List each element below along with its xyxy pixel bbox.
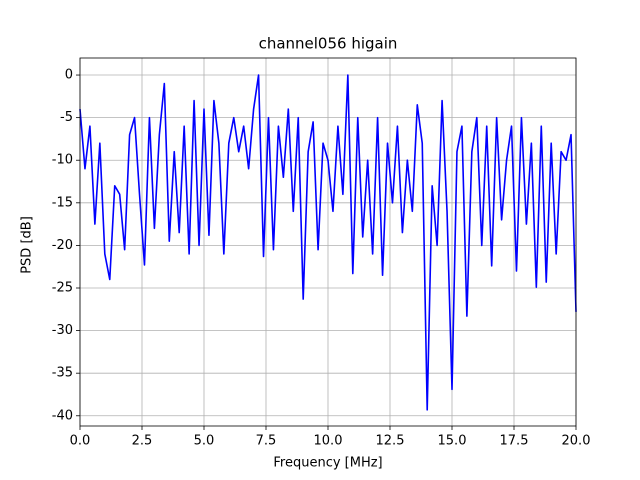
chart-title: channel056 higain — [259, 35, 398, 53]
x-tick-label: 12.5 — [376, 434, 405, 449]
x-tick-label: 17.5 — [500, 434, 529, 449]
y-tick-label: -5 — [60, 110, 73, 125]
x-tick-label: 2.5 — [132, 434, 153, 449]
y-tick-label: -40 — [52, 408, 73, 423]
y-tick-label: -10 — [52, 153, 73, 168]
x-tick-label: 15.0 — [438, 434, 467, 449]
x-tick-label: 10.0 — [314, 434, 343, 449]
plot-frame — [79, 57, 577, 427]
x-tick-label: 20.0 — [562, 434, 591, 449]
y-tick-label: -35 — [52, 366, 73, 381]
y-tick-label: -20 — [52, 238, 73, 253]
x-tick-label: 0.0 — [70, 434, 91, 449]
x-tick-label: 7.5 — [256, 434, 277, 449]
y-tick-label: -15 — [52, 195, 73, 210]
y-tick-label: -25 — [52, 281, 73, 296]
x-axis-label: Frequency [MHz] — [273, 456, 382, 471]
y-axis-label: PSD [dB] — [20, 216, 35, 274]
y-tick-label: 0 — [65, 68, 73, 83]
data-line — [79, 74, 577, 411]
y-tick-label: -30 — [52, 323, 73, 338]
x-tick-label: 5.0 — [194, 434, 215, 449]
